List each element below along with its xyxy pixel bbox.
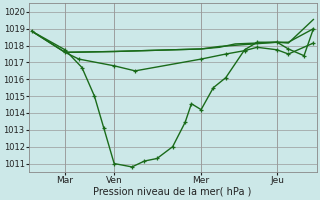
X-axis label: Pression niveau de la mer( hPa ): Pression niveau de la mer( hPa ): [93, 187, 252, 197]
